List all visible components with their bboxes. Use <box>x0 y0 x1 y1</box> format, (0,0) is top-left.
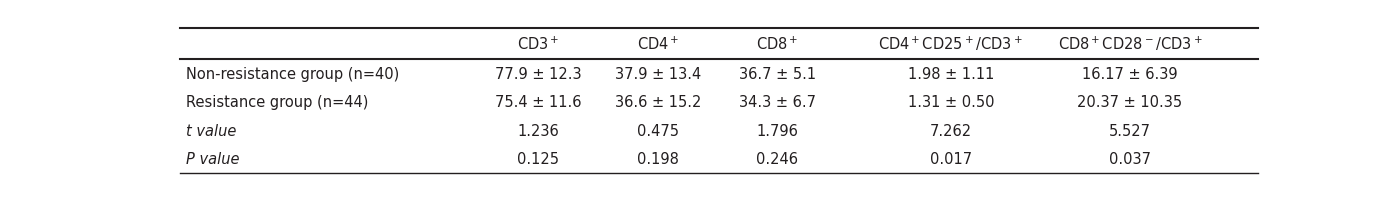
Text: 5.527: 5.527 <box>1109 123 1151 138</box>
Text: 0.198: 0.198 <box>637 152 679 167</box>
Text: 0.037: 0.037 <box>1109 152 1151 167</box>
Text: 7.262: 7.262 <box>930 123 972 138</box>
Text: 0.125: 0.125 <box>518 152 560 167</box>
Text: 20.37 ± 10.35: 20.37 ± 10.35 <box>1077 95 1183 110</box>
Text: CD8$^+$: CD8$^+$ <box>756 35 798 53</box>
Text: CD4$^+$CD25$^+$/CD3$^+$: CD4$^+$CD25$^+$/CD3$^+$ <box>878 35 1023 53</box>
Text: 0.475: 0.475 <box>637 123 679 138</box>
Text: P value: P value <box>186 152 239 167</box>
Text: 34.3 ± 6.7: 34.3 ± 6.7 <box>739 95 816 110</box>
Text: Resistance group (n=44): Resistance group (n=44) <box>186 95 368 110</box>
Text: t value: t value <box>186 123 237 138</box>
Text: 37.9 ± 13.4: 37.9 ± 13.4 <box>615 66 701 81</box>
Text: CD4$^+$: CD4$^+$ <box>637 35 679 53</box>
Text: 1.98 ± 1.11: 1.98 ± 1.11 <box>907 66 994 81</box>
Text: 1.31 ± 0.50: 1.31 ± 0.50 <box>907 95 994 110</box>
Text: 77.9 ± 12.3: 77.9 ± 12.3 <box>496 66 582 81</box>
Text: CD3$^+$: CD3$^+$ <box>517 35 560 53</box>
Text: 0.017: 0.017 <box>930 152 972 167</box>
Text: 75.4 ± 11.6: 75.4 ± 11.6 <box>496 95 582 110</box>
Text: Non-resistance group (n=40): Non-resistance group (n=40) <box>186 66 399 81</box>
Text: 1.236: 1.236 <box>518 123 560 138</box>
Text: 36.6 ± 15.2: 36.6 ± 15.2 <box>615 95 701 110</box>
Text: CD8$^+$CD28$^-$/CD3$^+$: CD8$^+$CD28$^-$/CD3$^+$ <box>1057 35 1203 53</box>
Text: 36.7 ± 5.1: 36.7 ± 5.1 <box>739 66 816 81</box>
Text: 1.796: 1.796 <box>756 123 798 138</box>
Text: 0.246: 0.246 <box>756 152 798 167</box>
Text: 16.17 ± 6.39: 16.17 ± 6.39 <box>1082 66 1177 81</box>
